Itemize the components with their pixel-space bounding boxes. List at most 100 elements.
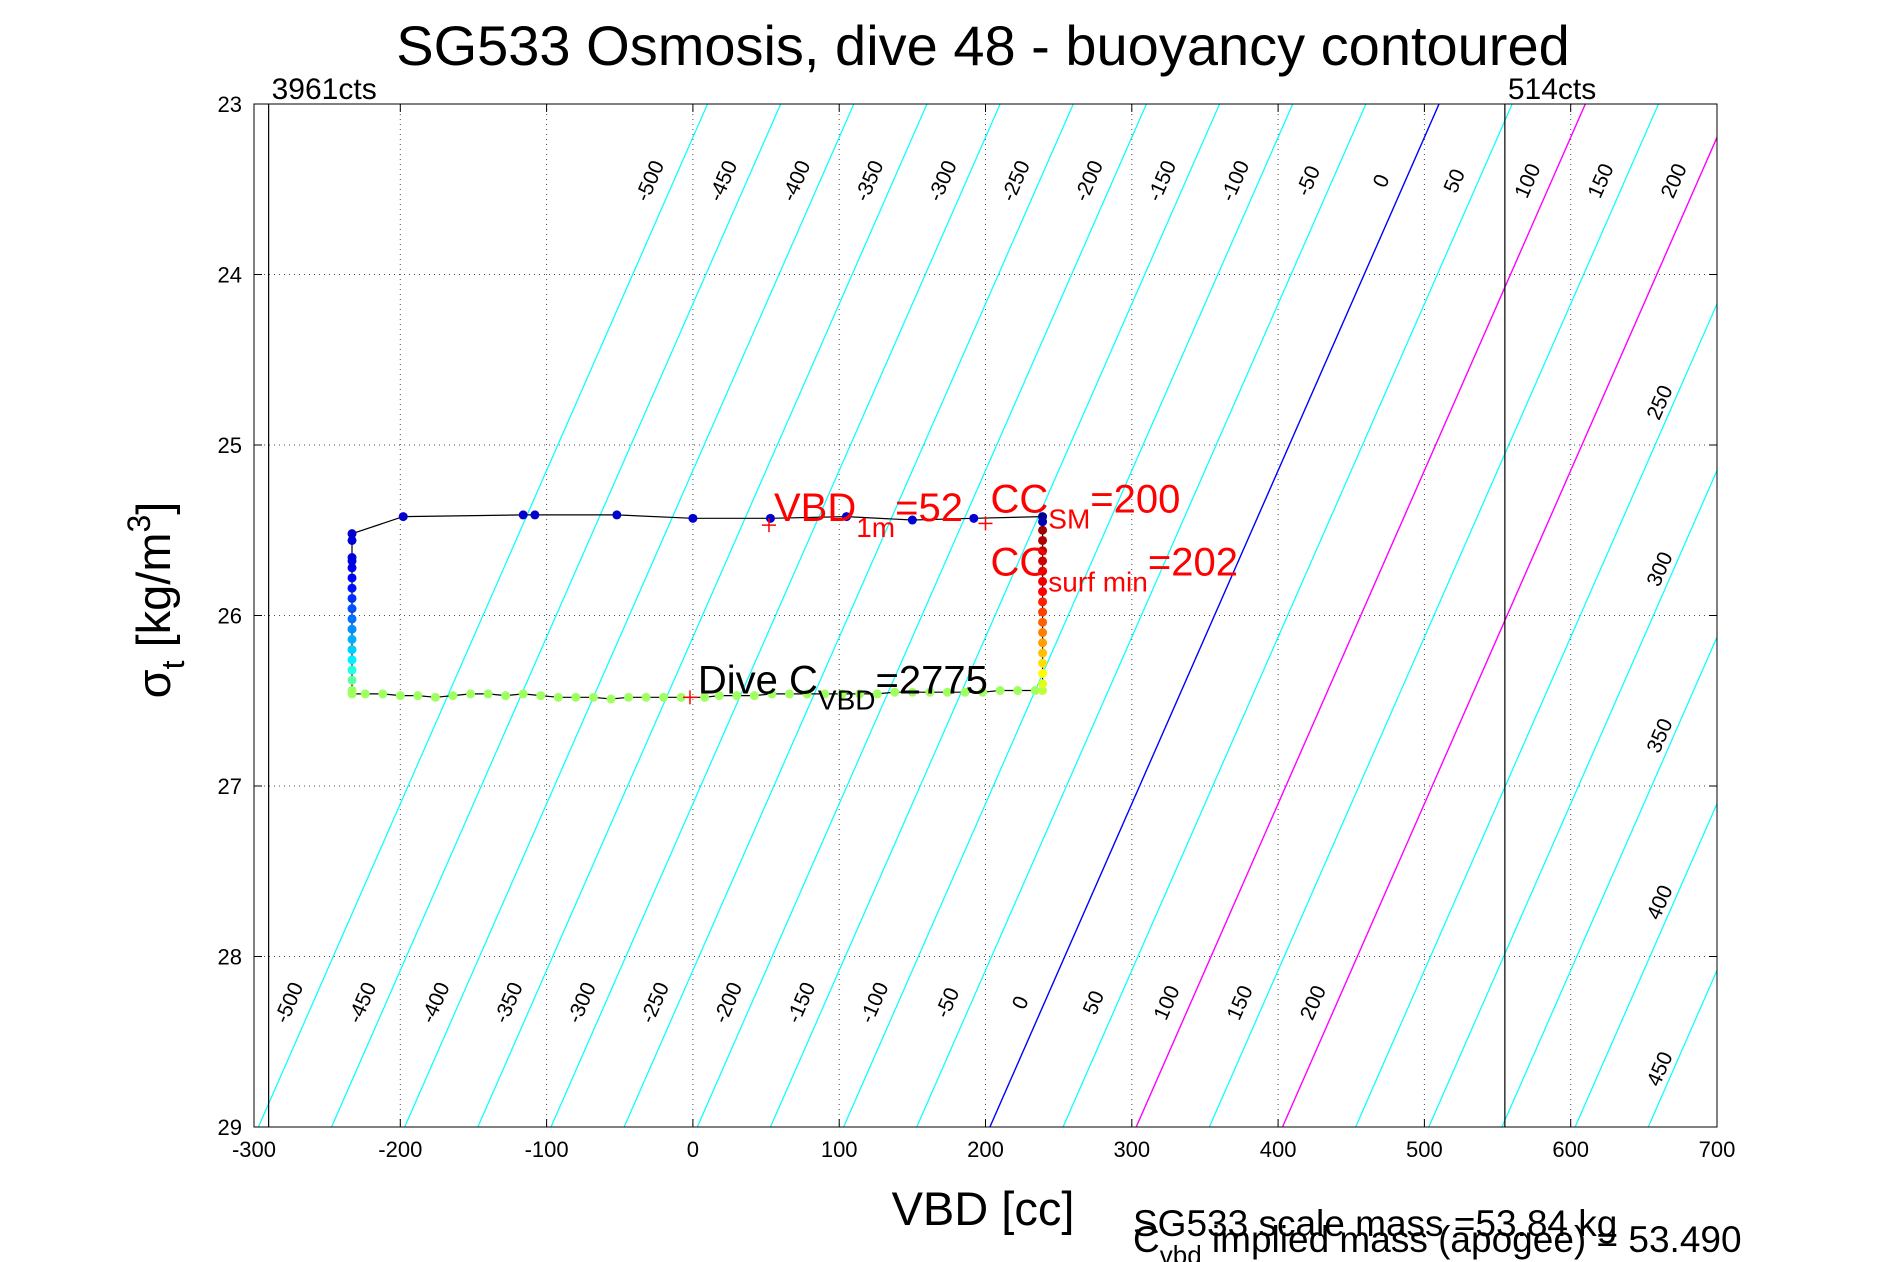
reference-markers — [682, 516, 993, 705]
trace-point — [553, 692, 563, 702]
trace-point — [606, 694, 616, 704]
x-tick-label: 600 — [1552, 1137, 1589, 1162]
trace-point — [1038, 679, 1048, 689]
plus-marker — [682, 690, 697, 705]
trace-point — [641, 692, 651, 702]
buoyancy-contour-line — [1428, 469, 1717, 1127]
buoyancy-contour-line — [330, 104, 782, 1127]
trace-point — [872, 689, 882, 699]
buoyancy-contour-line — [623, 104, 1074, 1127]
trace-point — [890, 687, 900, 697]
trace-point — [347, 573, 357, 583]
annotation-value: =2775 — [876, 658, 988, 702]
trace-point — [347, 556, 357, 566]
trace-point — [347, 645, 357, 655]
trace-point — [536, 691, 546, 701]
trace-point — [430, 692, 440, 702]
trace-point — [347, 535, 357, 545]
trace-point — [1038, 648, 1048, 658]
annotation-main: CC — [991, 478, 1049, 522]
trace-point — [347, 655, 357, 665]
vbd-limit-label: 3961cts — [272, 73, 377, 106]
trace-point — [1038, 517, 1048, 527]
trace-point — [732, 691, 742, 701]
trace-point — [842, 512, 852, 522]
annotation-subscript: 1m — [856, 512, 895, 543]
buoyancy-contour-line — [1501, 635, 1717, 1127]
trace-point — [676, 692, 686, 702]
trace-point — [530, 510, 540, 520]
trace-point — [978, 687, 988, 697]
annotation-subscript: SM — [1048, 504, 1090, 535]
trace-point — [925, 687, 935, 697]
annotation-main: VBD — [774, 486, 856, 530]
trace-point — [624, 692, 634, 702]
trace-point — [688, 513, 698, 523]
y-axis-label-close: ] — [127, 502, 180, 515]
y-axis-label-subscript: t — [155, 660, 191, 669]
footer-scale-mass: SG533 scale mass =53.84 kg — [1133, 1203, 1617, 1244]
trace-point — [714, 691, 724, 701]
buoyancy-contours — [257, 104, 1717, 1127]
x-tick-label: -300 — [232, 1137, 276, 1162]
annotation-cc: CCsurf min=202 — [991, 541, 1238, 598]
vbd-limit-lines: 3961cts 514cts — [268, 73, 1596, 1127]
y-axis-label: σt [kg/m3] — [121, 502, 191, 699]
trace-point — [612, 510, 622, 520]
y-axis-label-units: [kg/m — [127, 532, 180, 660]
buoyancy-contour-line — [843, 104, 1294, 1127]
trace-point — [501, 691, 511, 701]
trace-point — [360, 689, 370, 699]
trace-point — [802, 689, 812, 699]
trace-point — [837, 689, 847, 699]
x-tick-label: 300 — [1113, 1137, 1150, 1162]
trace-point — [820, 689, 830, 699]
y-axis-label-superscript: 3 — [121, 515, 157, 533]
trace-point — [413, 691, 423, 701]
x-tick-label: 400 — [1260, 1137, 1297, 1162]
buoyancy-contour-line — [1355, 302, 1717, 1127]
buoyancy-contour-line — [550, 104, 1001, 1127]
trace-point — [1038, 668, 1048, 678]
trace-point — [1038, 587, 1048, 597]
trace-point — [347, 665, 357, 675]
trace-point — [942, 687, 952, 697]
trace-point — [347, 583, 357, 593]
trace-point — [767, 689, 777, 699]
trace-point — [347, 634, 357, 644]
x-tick-label: 100 — [821, 1137, 858, 1162]
trace-point — [960, 687, 970, 697]
buoyancy-contour-line — [769, 104, 1221, 1127]
trace-point — [1038, 576, 1048, 586]
trace-point — [378, 689, 388, 699]
trace-point — [969, 513, 979, 523]
buoyancy-contour-line — [477, 104, 928, 1127]
buoyancy-contour-line — [1062, 104, 1513, 1127]
trace-point — [1038, 617, 1048, 627]
y-axis-label-symbol: σ — [127, 669, 180, 698]
y-tick-label: 29 — [218, 1115, 242, 1140]
trace-point — [659, 692, 669, 702]
trace-point — [700, 692, 710, 702]
trace-point — [395, 691, 405, 701]
dive-trace — [347, 510, 1048, 704]
trace-point — [347, 604, 357, 614]
trace-point — [749, 691, 759, 701]
footer-implied-mass-subscript: vbd — [1160, 1240, 1202, 1262]
vbd-limit-label: 514cts — [1508, 73, 1596, 106]
trace-point — [907, 687, 917, 697]
buoyancy-contour-line — [916, 104, 1367, 1127]
buoyancy-contour-line — [257, 104, 709, 1127]
trace-point — [1038, 525, 1048, 535]
x-axis-label: VBD [cc] — [892, 1182, 1075, 1235]
neutral-buoyancy-line — [989, 104, 1440, 1127]
annotation-main: Dive C — [698, 658, 818, 702]
trace-point — [347, 529, 357, 539]
trace-point — [518, 510, 528, 520]
y-tick-label: 26 — [218, 604, 242, 629]
trace-point — [855, 689, 865, 699]
trace-point — [1038, 597, 1048, 607]
buoyancy-contour-line — [1135, 104, 1586, 1127]
trace-point — [347, 675, 357, 685]
y-tick-label: 28 — [218, 945, 242, 970]
